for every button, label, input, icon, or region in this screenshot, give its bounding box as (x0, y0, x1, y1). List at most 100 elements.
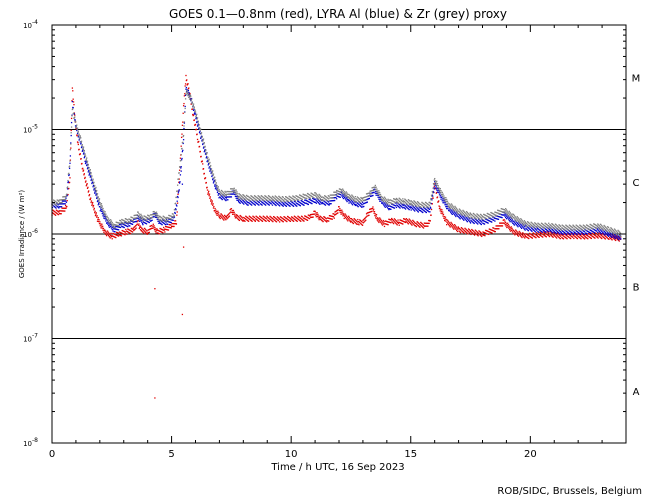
data-point (290, 216, 293, 218)
data-point (528, 237, 530, 240)
data-point (448, 206, 450, 208)
data-point (390, 202, 392, 204)
data-point (156, 228, 158, 230)
data-point (341, 190, 343, 192)
data-point (473, 216, 476, 219)
data-point (168, 215, 171, 217)
data-point-outlier (181, 183, 184, 185)
data-point (60, 202, 62, 204)
data-point (455, 213, 457, 215)
data-point (225, 199, 227, 202)
data-point (581, 228, 583, 231)
data-point (575, 236, 577, 238)
data-point (460, 210, 462, 212)
data-point (538, 233, 540, 235)
data-point (538, 223, 541, 226)
data-point (143, 218, 145, 221)
data-point (85, 185, 87, 187)
data-point (533, 232, 535, 235)
data-point (188, 93, 190, 96)
y-tick-label: 10-7 (23, 333, 38, 344)
data-point (619, 234, 621, 237)
data-point (457, 226, 459, 228)
data-point (396, 201, 399, 204)
data-point (515, 220, 518, 222)
data-point (413, 200, 415, 202)
data-point (573, 237, 575, 240)
data-point (410, 209, 412, 211)
data-point (97, 218, 99, 221)
data-point (334, 214, 336, 216)
data-point (148, 229, 150, 231)
data-point (131, 223, 133, 225)
data-point (170, 225, 173, 228)
data-point (104, 212, 106, 215)
data-point (161, 220, 164, 222)
data-point (59, 203, 62, 205)
data-point (167, 229, 170, 231)
data-point (467, 228, 470, 230)
data-point (291, 197, 294, 200)
data-point (600, 233, 602, 235)
data-point (492, 215, 494, 218)
data-point (424, 211, 427, 213)
data-point (281, 201, 283, 203)
data-point (271, 217, 273, 219)
data-point (132, 227, 135, 229)
data-point (157, 229, 159, 231)
data-point (401, 206, 403, 208)
data-point (347, 196, 350, 198)
data-point (446, 206, 448, 208)
data-point (387, 198, 389, 201)
data-point (137, 217, 139, 220)
data-point (572, 225, 575, 227)
data-point (584, 226, 587, 228)
data-point (585, 226, 587, 229)
data-point (381, 196, 384, 198)
data-point (408, 206, 411, 208)
data-point (103, 210, 105, 212)
data-point (558, 232, 560, 234)
data-point (526, 229, 529, 231)
data-point (508, 225, 510, 227)
data-point (84, 156, 86, 158)
data-point (218, 188, 220, 191)
data-point (305, 199, 308, 202)
data-point (268, 201, 270, 203)
data-point (312, 198, 315, 200)
data-point (207, 159, 209, 162)
data-point (343, 195, 345, 197)
data-point (150, 217, 152, 219)
data-point (452, 207, 454, 210)
data-point (411, 207, 414, 210)
data-point (233, 215, 236, 217)
data-point (409, 207, 412, 209)
data-point (422, 209, 424, 211)
data-point (554, 232, 556, 234)
data-point (296, 198, 298, 200)
data-point (530, 224, 532, 226)
data-point (545, 233, 547, 235)
data-point (271, 204, 274, 206)
data-point (259, 218, 261, 221)
data-point (572, 233, 575, 235)
data-point (561, 234, 563, 236)
data-point (559, 230, 561, 233)
data-point (214, 188, 217, 190)
data-point (563, 225, 565, 228)
data-point (471, 217, 474, 220)
data-point (508, 219, 510, 222)
data-point (593, 232, 596, 234)
data-point (304, 199, 307, 201)
data-point (552, 234, 555, 236)
data-point (620, 238, 622, 240)
data-point (604, 231, 606, 234)
data-point (90, 176, 93, 178)
data-point (534, 233, 537, 236)
data-point (101, 212, 103, 215)
data-point (136, 214, 139, 216)
data-point (62, 203, 64, 205)
data-point (562, 225, 564, 227)
data-point (547, 230, 549, 232)
data-point (75, 128, 78, 130)
